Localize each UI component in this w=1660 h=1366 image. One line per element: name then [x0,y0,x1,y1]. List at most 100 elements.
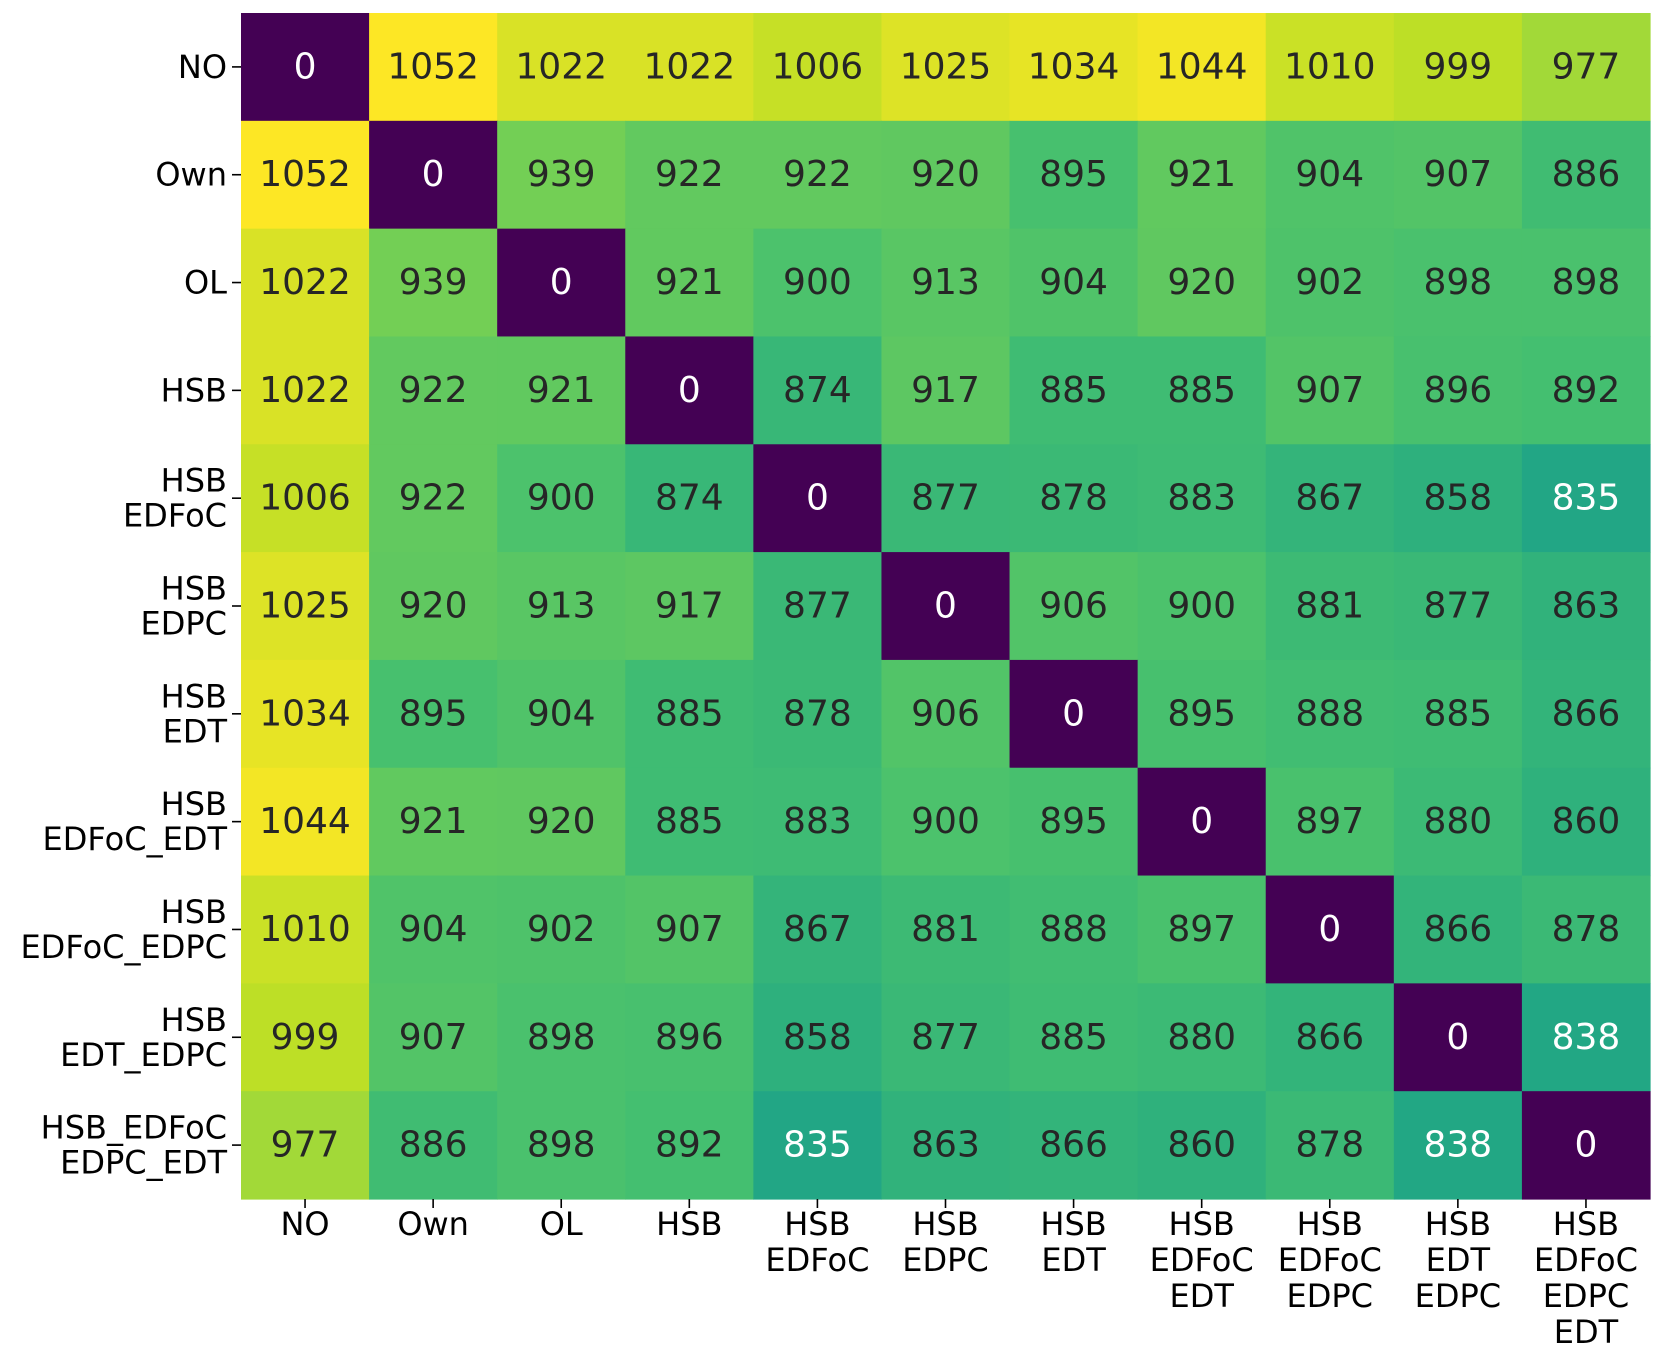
cell-value-r5-c1: 920 [399,586,468,627]
cell-value-r0-c8: 1010 [1284,46,1376,87]
heatmap-cell-r9-c7 [1137,983,1267,1092]
heatmap-cell-r1-c2 [497,120,626,230]
cell-value-r7-c10: 860 [1552,801,1621,842]
heatmap-cell-r3-c10 [1521,336,1651,445]
heatmap-cell-r10-c9 [1393,1091,1523,1200]
cell-value-r9-c7: 880 [1167,1017,1236,1058]
cell-value-r7-c0: 1044 [259,801,351,842]
heatmap-cell-r7-c1 [369,767,498,877]
cell-value-r10-c1: 886 [399,1125,468,1166]
heatmap-cell-r2-c4 [753,228,883,338]
heatmap-cell-r9-c0 [241,983,370,1092]
heatmap-cell-r2-c6 [1009,228,1139,338]
heatmap-cell-r5-c2 [497,552,626,661]
cell-value-r4-c9: 858 [1424,478,1493,519]
heatmap-cell-r8-c10 [1521,875,1651,984]
cell-value-r7-c5: 900 [911,801,980,842]
y-axis: NO Own OL HSB HSB EDFoC HSB EDPC HSB EDT HSB EDFoC_… [20,48,241,1182]
heatmap-cell-r6-c2 [497,659,626,769]
cell-value-r3-c1: 922 [399,370,468,411]
heatmap-cell-r0-c4 [753,13,883,122]
cell-value-r8-c1: 904 [399,909,468,950]
cell-value-r6-c9: 885 [1424,693,1493,734]
heatmap-cell-r3-c2 [497,336,626,445]
heatmap-cell-r4-c9 [1393,444,1523,553]
cell-value-r1-c2: 939 [527,154,596,195]
cell-value-r3-c0: 1022 [259,370,351,411]
cell-value-r8-c0: 1010 [259,909,351,950]
heatmap-cell-r2-c2 [497,228,626,338]
heatmap-cell-r7-c5 [881,767,1011,877]
cell-value-r1-c5: 920 [911,154,980,195]
cell-value-r8-c7: 897 [1167,909,1236,950]
cell-value-r5-c2: 913 [527,586,596,627]
cell-value-r9-c4: 858 [783,1017,852,1058]
heatmap-cell-r9-c3 [625,983,754,1092]
heatmap-cell-r6-c8 [1265,659,1395,769]
heatmap-cell-r8-c6 [1009,875,1139,984]
cell-value-r4-c0: 1006 [259,478,351,519]
cell-value-r7-c8: 897 [1295,801,1364,842]
cell-value-r2-c7: 920 [1167,262,1236,303]
heatmap-cell-r9-c4 [753,983,883,1092]
heatmap-cell-r4-c1 [369,444,498,553]
heatmap-cell-r1-c9 [1393,120,1523,230]
y-tick-label-0: NO [178,48,227,86]
heatmap-cell-r8-c5 [881,875,1011,984]
heatmap-cell-r9-c6 [1009,983,1139,1092]
heatmap-cell-r6-c9 [1393,659,1523,769]
heatmap-cell-r0-c0 [241,13,370,122]
heatmap-cell-r8-c4 [753,875,883,984]
heatmap-cell-r2-c5 [881,228,1011,338]
cell-value-r6-c2: 904 [527,693,596,734]
cell-value-r10-c7: 860 [1167,1125,1236,1166]
cell-value-r3-c4: 874 [783,370,852,411]
cell-value-r1-c4: 922 [783,154,852,195]
cell-value-r2-c3: 921 [655,262,724,303]
cell-value-r6-c10: 866 [1552,693,1621,734]
cell-value-r6-c4: 878 [783,693,852,734]
cell-value-r2-c8: 902 [1295,262,1364,303]
cell-value-r0-c2: 1022 [515,46,607,87]
cell-value-r0-c9: 999 [1424,46,1493,87]
heatmap-cell-r4-c0 [241,444,370,553]
cell-value-r9-c10: 838 [1552,1017,1621,1058]
heatmap-cell-r5-c6 [1009,552,1139,661]
heatmap-cell-r3-c6 [1009,336,1139,445]
heatmap-cell-r5-c3 [625,552,754,661]
cell-value-r1-c10: 886 [1552,154,1621,195]
heatmap-cell-r6-c5 [881,659,1011,769]
cell-value-r7-c7: 0 [1190,801,1213,842]
cell-value-r5-c7: 900 [1167,586,1236,627]
cell-value-r0-c6: 1034 [1028,46,1120,87]
cell-value-r1-c8: 904 [1295,154,1364,195]
cell-value-r8-c4: 867 [783,909,852,950]
heatmap-cell-r7-c2 [497,767,626,877]
heatmap-cell-r4-c5 [881,444,1011,553]
heatmap-cell-r2-c8 [1265,228,1395,338]
heatmap-cell-r4-c2 [497,444,626,553]
heatmap-cell-r1-c7 [1137,120,1267,230]
y-tick-label-1: Own [155,156,227,194]
cell-value-r0-c1: 1052 [387,46,479,87]
heatmap-cell-r8-c7 [1137,875,1267,984]
x-tick-label-7: HSB EDFoC EDT [1150,1205,1254,1315]
x-tick-label-4: HSB EDFoC [765,1205,869,1279]
cell-value-r6-c8: 888 [1295,693,1364,734]
cell-value-r5-c10: 863 [1552,586,1621,627]
heatmap-cell-r9-c5 [881,983,1011,1092]
heatmap-cell-r10-c7 [1137,1091,1267,1200]
heatmap-cell-r10-c10 [1521,1091,1651,1200]
heatmap-cell-r2-c7 [1137,228,1267,338]
cell-value-r3-c8: 907 [1295,370,1364,411]
cell-value-r2-c5: 913 [911,262,980,303]
heatmap-cell-r9-c9 [1393,983,1523,1092]
heatmap-cell-r3-c9 [1393,336,1523,445]
heatmap-cell-r6-c3 [625,659,754,769]
cell-value-r5-c3: 917 [655,586,724,627]
cell-value-r9-c9: 0 [1446,1017,1469,1058]
cell-value-r8-c10: 878 [1552,909,1621,950]
cell-value-r3-c5: 917 [911,370,980,411]
cell-value-r1-c9: 907 [1424,154,1493,195]
cell-value-r9-c2: 898 [527,1017,596,1058]
